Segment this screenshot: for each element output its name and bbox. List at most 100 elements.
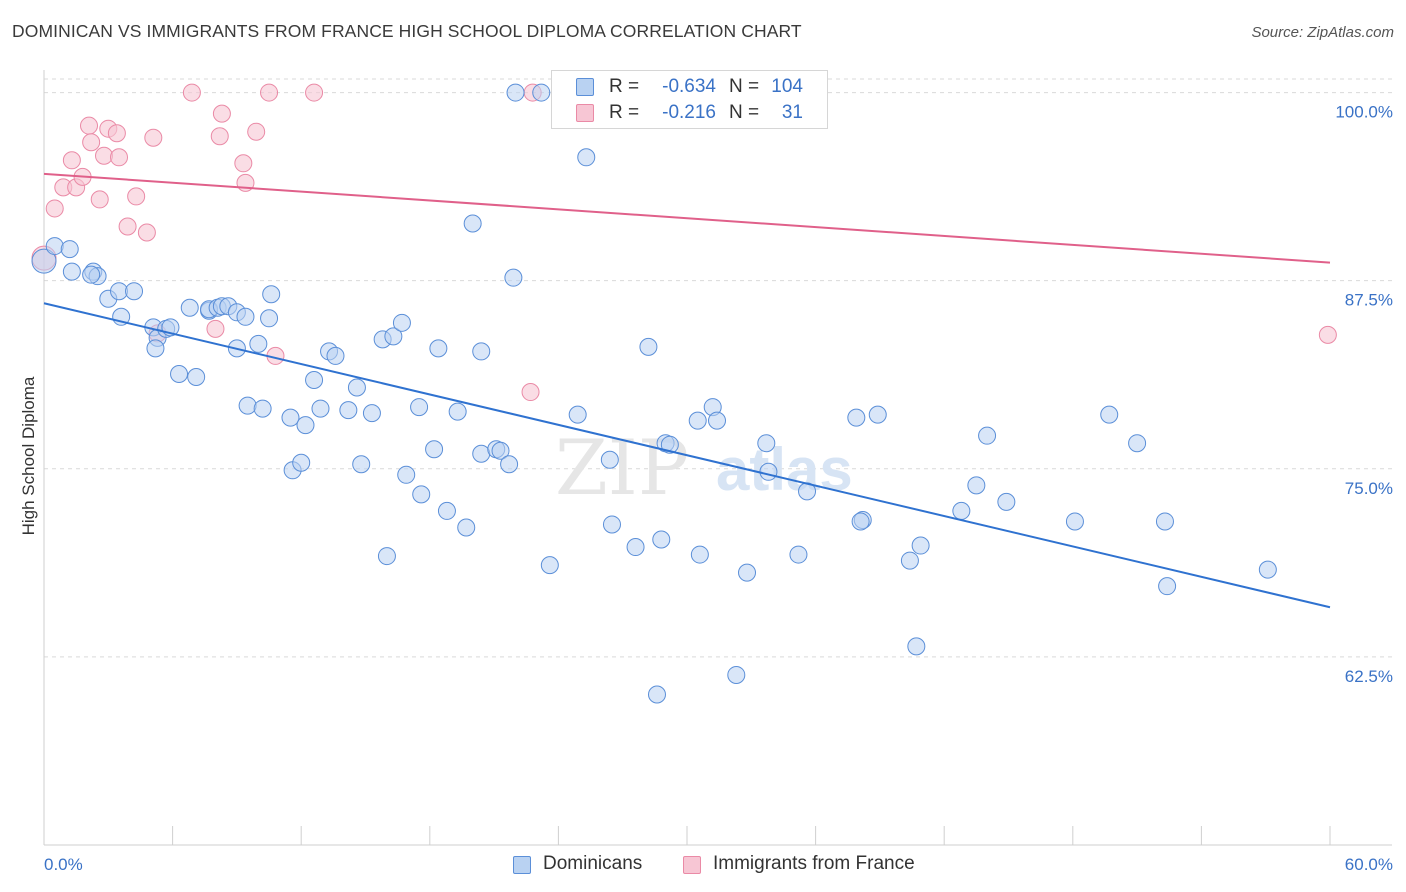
watermark-atlas: atlas — [716, 436, 853, 503]
data-point-france — [234, 154, 253, 173]
data-point-france — [107, 124, 126, 143]
legend-r-value: -0.634 — [662, 76, 716, 97]
legend-label-france: Immigrants from France — [713, 853, 915, 874]
data-point-france — [210, 127, 229, 146]
legend-n-label: N = — [729, 76, 760, 97]
data-point-france — [247, 122, 266, 141]
data-point-dominicans — [568, 405, 587, 424]
data-point-france — [118, 217, 137, 236]
data-point-dominicans — [187, 367, 206, 386]
series-immigrants-from-france — [31, 83, 1337, 402]
data-point-dominicans — [457, 518, 476, 537]
legend-row-france: R = -0.216 N = 31 — [552, 100, 827, 126]
data-point-dominicans — [82, 265, 101, 284]
data-point-france — [45, 199, 64, 218]
y-tick-label: 100.0% — [1335, 103, 1393, 122]
data-point-dominicans — [249, 334, 268, 353]
chart-title: DOMINICAN VS IMMIGRANTS FROM FRANCE HIGH… — [12, 21, 802, 41]
data-point-dominicans — [472, 342, 491, 361]
data-point-dominicans — [292, 453, 311, 472]
x-tick-label: 60.0% — [1345, 855, 1393, 874]
data-point-dominicans — [339, 401, 358, 420]
data-point-dominicans — [448, 402, 467, 421]
trend-line-france — [43, 172, 1331, 264]
legend-n-label: N = — [729, 102, 760, 123]
data-point-dominicans — [506, 83, 525, 102]
data-point-dominicans — [759, 462, 778, 481]
data-point-dominicans — [384, 327, 403, 346]
data-point-dominicans — [911, 536, 930, 555]
data-point-dominicans — [260, 309, 279, 328]
data-point-dominicans — [472, 444, 491, 463]
y-tick-label: 75.0% — [1345, 479, 1393, 498]
data-point-dominicans — [1155, 512, 1174, 531]
legend-r-value: -0.216 — [662, 102, 716, 123]
data-point-dominicans — [31, 248, 57, 274]
data-point-dominicans — [397, 465, 416, 484]
legend-row-dominicans: R = -0.634 N = 104 — [552, 74, 827, 100]
data-point-dominicans — [1100, 405, 1119, 424]
data-point-dominicans — [708, 411, 727, 430]
data-point-france — [110, 148, 129, 167]
data-point-france — [127, 187, 146, 206]
data-point-dominicans — [851, 512, 870, 531]
data-point-dominicans — [60, 240, 79, 259]
data-point-france — [90, 190, 109, 209]
data-point-france — [206, 319, 225, 338]
data-point-dominicans — [437, 501, 456, 520]
data-point-france — [260, 83, 279, 102]
data-point-dominicans — [146, 339, 165, 358]
data-point-dominicans — [362, 404, 381, 423]
data-point-dominicans — [652, 530, 671, 549]
data-point-dominicans — [253, 399, 272, 418]
legend-swatch-pink — [683, 856, 701, 874]
series-legend: Dominicans Immigrants from France — [0, 853, 1406, 877]
data-point-dominicans — [125, 282, 144, 301]
data-point-dominicans — [1128, 434, 1147, 453]
data-point-dominicans — [311, 399, 330, 418]
data-point-france — [95, 146, 114, 165]
tick-labels: 62.5% 75.0% 87.5% 100.0% 0.0% 60.0% — [44, 103, 1393, 874]
data-point-dominicans — [532, 83, 551, 102]
data-point-dominicans — [347, 378, 366, 397]
data-point-dominicans — [738, 563, 757, 582]
data-point-dominicans — [727, 665, 746, 684]
x-tick-label: 0.0% — [44, 855, 83, 874]
watermark: ZIP atlas — [555, 423, 853, 512]
data-point-dominicans — [463, 214, 482, 233]
legend-swatch-pink — [576, 104, 594, 122]
data-point-france — [62, 151, 81, 170]
data-point-dominicans — [900, 551, 919, 570]
legend-swatch-blue — [576, 78, 594, 96]
data-point-dominicans — [540, 556, 559, 575]
data-point-france — [521, 383, 540, 402]
data-point-dominicans — [690, 545, 709, 564]
data-point-dominicans — [868, 405, 887, 424]
legend-n-value: 104 — [771, 76, 803, 97]
data-point-france — [182, 83, 201, 102]
data-point-dominicans — [978, 426, 997, 445]
data-point-dominicans — [688, 411, 707, 430]
data-point-dominicans — [170, 364, 189, 383]
data-point-france — [80, 116, 99, 135]
data-point-dominicans — [410, 398, 429, 417]
data-point-dominicans — [500, 455, 519, 474]
data-point-dominicans — [1258, 560, 1277, 579]
legend-r-label: R = — [609, 102, 640, 123]
data-point-france — [1318, 325, 1337, 344]
trend-line-dominicans — [43, 302, 1331, 609]
y-axis-label: High School Diploma — [19, 376, 38, 535]
legend-n-value: 31 — [781, 102, 803, 123]
data-point-france — [144, 128, 163, 147]
data-point-dominicans — [967, 476, 986, 495]
data-point-dominicans — [62, 262, 81, 281]
data-point-dominicans — [352, 455, 371, 474]
data-point-france — [137, 223, 156, 242]
y-tick-label: 62.5% — [1345, 667, 1393, 686]
data-point-dominicans — [296, 416, 315, 435]
data-point-dominicans — [429, 339, 448, 358]
data-point-dominicans — [626, 538, 645, 557]
data-point-dominicans — [305, 371, 324, 389]
data-point-dominicans — [281, 408, 300, 427]
